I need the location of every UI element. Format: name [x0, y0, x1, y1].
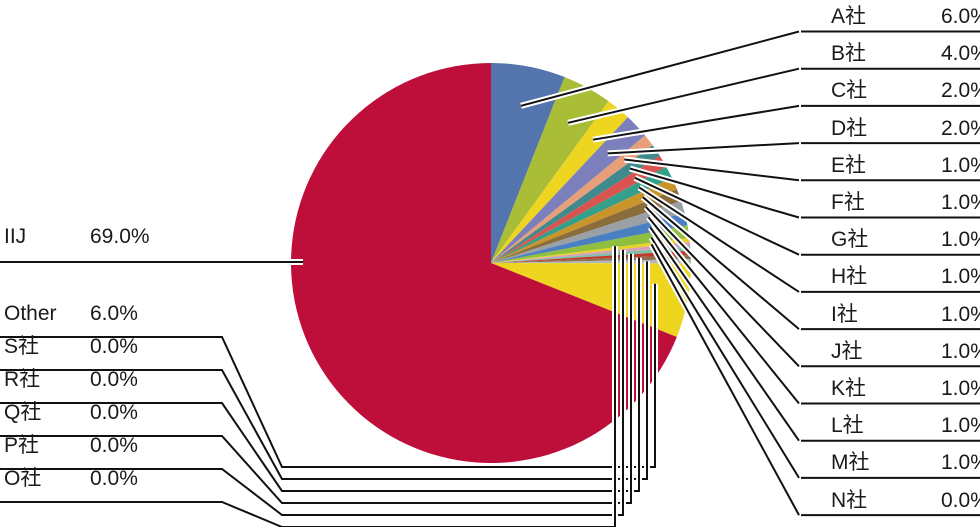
slice-label-value: 69.0% [90, 225, 150, 248]
leader-line [638, 186, 800, 293]
slice-label-value: 2.0% [941, 79, 980, 103]
slice-label-name: E社 [831, 153, 867, 177]
slice-label-name: P社 [4, 434, 40, 457]
slice-label-name: K社 [831, 377, 867, 400]
leader-line [520, 30, 800, 107]
pie-slice[interactable] [491, 237, 690, 263]
slice-label-name: O社 [4, 467, 42, 490]
pie-slice[interactable] [491, 145, 660, 263]
slice-label-name: S社 [4, 335, 40, 358]
slice-label-value: 1.0% [941, 451, 980, 475]
pie-slice[interactable] [491, 62, 565, 263]
slice-label-name: F社 [831, 191, 865, 214]
leader-line [160, 246, 616, 527]
slice-label-name: M社 [831, 451, 870, 475]
pie-slice[interactable] [491, 242, 691, 263]
pie-slice[interactable] [491, 225, 690, 263]
leader-line [160, 253, 632, 504]
pie-slice[interactable] [491, 189, 682, 263]
slice-label-value: 1.0% [941, 339, 980, 363]
pie-slice[interactable] [491, 77, 609, 263]
slice-label-value: 2.0% [941, 116, 980, 140]
leader-line [645, 206, 800, 367]
slice-label-name: B社 [831, 42, 867, 66]
slice-label-name: R社 [4, 368, 41, 391]
pie-slice[interactable] [291, 63, 677, 464]
slice-label-name: I社 [831, 302, 858, 326]
leader-line [160, 283, 656, 468]
slice-label-value: 6.0% [90, 302, 138, 325]
pie-slice[interactable] [491, 201, 685, 263]
slice-label-value: 4.0% [941, 42, 980, 66]
slice-label-value: 1.0% [941, 377, 980, 400]
pie-slice[interactable] [491, 166, 672, 263]
slice-label-name: N社 [831, 488, 868, 512]
leader-line [607, 142, 800, 155]
slice-label-name: A社 [831, 5, 867, 28]
slice-label-value: 1.0% [941, 302, 980, 326]
slice-label-name: D社 [831, 116, 868, 140]
slice-label-value: 0.0% [90, 368, 138, 391]
slice-label-name: L社 [831, 414, 864, 438]
pie-slice[interactable] [491, 246, 691, 263]
slice-label-value: 6.0% [941, 5, 980, 28]
leader-line [647, 216, 800, 405]
pie-slice[interactable] [491, 155, 667, 263]
pie-slices-group [291, 62, 692, 464]
slice-label-name: C社 [831, 79, 868, 103]
leader-line [642, 196, 800, 330]
leader-lines-group [0, 28, 980, 527]
leader-line [649, 226, 800, 442]
leader-line [567, 67, 800, 124]
leader-line [160, 261, 648, 480]
slice-label-value: 0.0% [90, 335, 138, 358]
leader-line [592, 104, 800, 141]
slice-label-value: 1.0% [941, 265, 980, 289]
slice-label-value: 1.0% [941, 191, 980, 214]
slice-label-value: 0.0% [90, 401, 138, 424]
leader-line [650, 236, 800, 479]
leader-line [624, 158, 800, 182]
leader-line [629, 167, 800, 219]
slice-label-name: IIJ [4, 225, 27, 248]
leader-line [650, 243, 800, 516]
leader-line [160, 249, 624, 516]
pie-slice[interactable] [491, 213, 688, 263]
slice-label-value: 0.0% [90, 434, 138, 457]
slice-label-name: H社 [831, 265, 868, 289]
slice-label-name: G社 [831, 228, 869, 252]
leader-line [160, 257, 640, 492]
pie-slice[interactable] [491, 177, 677, 263]
slice-label-name: J社 [831, 339, 863, 363]
pie-slice[interactable] [491, 254, 691, 263]
slice-label-name: Other [4, 302, 57, 325]
slice-label-value: 1.0% [941, 153, 980, 177]
pie-slice[interactable] [491, 135, 653, 263]
slice-label-value: 1.0% [941, 228, 980, 252]
slice-label-value: 0.0% [90, 467, 138, 490]
pie-slice[interactable] [491, 250, 691, 263]
slice-label-value: 0.0% [941, 488, 980, 512]
slice-label-name: Q社 [4, 401, 42, 424]
leader-line [634, 176, 800, 256]
pie-slice[interactable] [491, 117, 646, 263]
slice-label-value: 1.0% [941, 414, 980, 438]
